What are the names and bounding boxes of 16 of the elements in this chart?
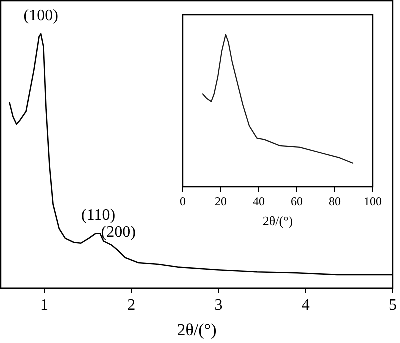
x-tick-label: 0: [180, 194, 186, 208]
x-tick-label: 1: [40, 297, 49, 314]
x-tick-label: 4: [302, 297, 310, 314]
x-axis-title: 2θ/(°): [262, 214, 294, 229]
x-tick-label: 100: [364, 194, 382, 208]
x-tick-label: 40: [253, 194, 265, 208]
x-tick-label: 3: [214, 297, 223, 314]
x-axis-title: 2θ/(°): [177, 320, 217, 340]
x-tick-label: 60: [291, 194, 303, 208]
x-tick-label: 80: [329, 194, 341, 208]
annotation: (100): [24, 7, 58, 24]
x-tick-label: 5: [389, 297, 397, 314]
annotation: (110): [82, 206, 116, 224]
annotation: (200): [101, 224, 136, 242]
x-tick-label: 20: [215, 194, 227, 208]
x-tick-label: 2: [128, 297, 136, 314]
